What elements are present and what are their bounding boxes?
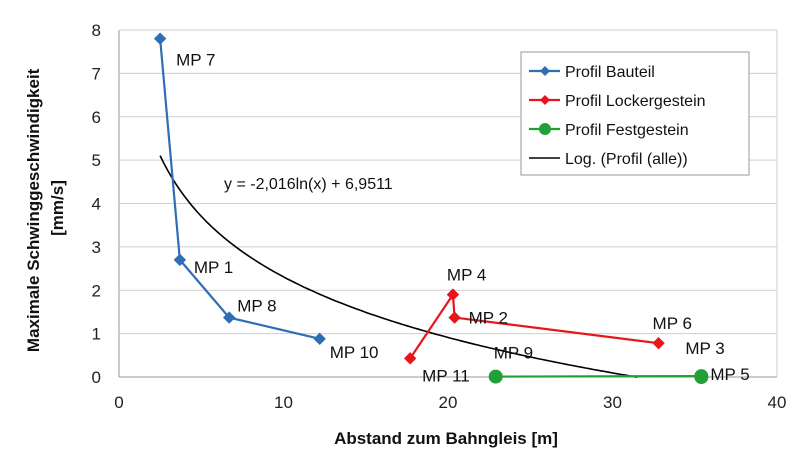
legend: Profil Bauteil Profil Lockergestein Profil… [520,51,750,176]
x-axis-title: Abstand zum Bahngleis [m] [334,429,558,448]
trendline-group [159,155,638,378]
y-axis-title-line2: [mm/s] [48,180,67,236]
x-tick-label: 20 [439,393,458,412]
data-point [448,311,461,324]
legend-label: Profil Bauteil [565,64,655,81]
data-point [488,369,503,384]
point-label: MP 8 [237,297,276,316]
trendline [159,155,638,378]
series-group [153,32,709,384]
data-point [313,332,326,346]
data-point [694,370,709,384]
point-label: MP 6 [653,314,692,333]
data-point [173,253,187,267]
data-point [153,32,167,45]
y-tick-label: 3 [92,238,101,257]
x-tick-label: 0 [114,393,123,412]
y-tick-label: 6 [92,108,101,127]
data-point [652,336,665,350]
y-axis-title-group: Maximale Schwinggeschwindigkeit [mm/s] [24,64,67,352]
legend-swatch-marker [540,66,550,76]
series-3 [488,369,709,384]
legend-entry: Profil Festgestein [529,122,689,139]
point-label: MP 4 [447,266,486,285]
point-label: MP 7 [176,51,215,70]
y-tick-label: 4 [92,195,101,214]
y-tick-label: 0 [92,368,101,387]
y-tick-label: 5 [92,151,101,170]
y-tick-label: 1 [92,325,101,344]
x-tick-label: 40 [768,393,787,412]
legend-entry: Profil Bauteil [529,64,655,81]
data-point [223,311,236,324]
point-label: MP 10 [330,343,379,362]
point-label: MP 5 [710,365,749,384]
y-axis-title-line1: Maximale Schwinggeschwindigkeit [24,68,43,352]
tick-labels: 0 1 2 3 4 5 6 7 8 0 10 20 30 40 [92,21,787,412]
legend-entry: Log. (Profil (alle)) [529,151,688,168]
x-tick-label: 10 [274,393,293,412]
legend-entry: Profil Lockergestein [529,93,706,110]
series-line [159,38,320,340]
point-label: MP 9 [494,344,533,363]
series-line [495,375,703,378]
point-labels: MP 7 MP 1 MP 8 MP 10 MP 11 MP 4 MP 2 MP 6 MP 9 MP… [176,51,750,386]
legend-box [520,51,750,176]
series-line [409,291,659,359]
legend-swatch-marker [540,95,550,105]
point-label: MP 11 [422,366,470,385]
data-point [446,288,460,301]
gridlines [119,29,777,335]
series-2 [403,288,665,365]
y-tick-label: 8 [92,21,101,40]
legend-label: Log. (Profil (alle)) [565,151,688,168]
legend-label: Profil Lockergestein [565,93,706,110]
y-tick-label: 7 [92,64,101,83]
legend-swatch-marker [539,123,551,135]
legend-label: Profil Festgestein [565,122,689,139]
point-label: MP 2 [469,309,508,328]
series-1 [153,32,326,346]
data-point [403,352,417,365]
point-label: MP 3 [685,339,724,358]
x-tick-label: 30 [603,393,622,412]
y-tick-label: 2 [92,281,101,300]
y-axis-title: Maximale Schwinggeschwindigkeit [mm/s] [24,64,67,352]
trendline-equation: y = -2,016ln(x) + 6,9511 [224,176,393,193]
point-label: MP 1 [194,258,233,277]
